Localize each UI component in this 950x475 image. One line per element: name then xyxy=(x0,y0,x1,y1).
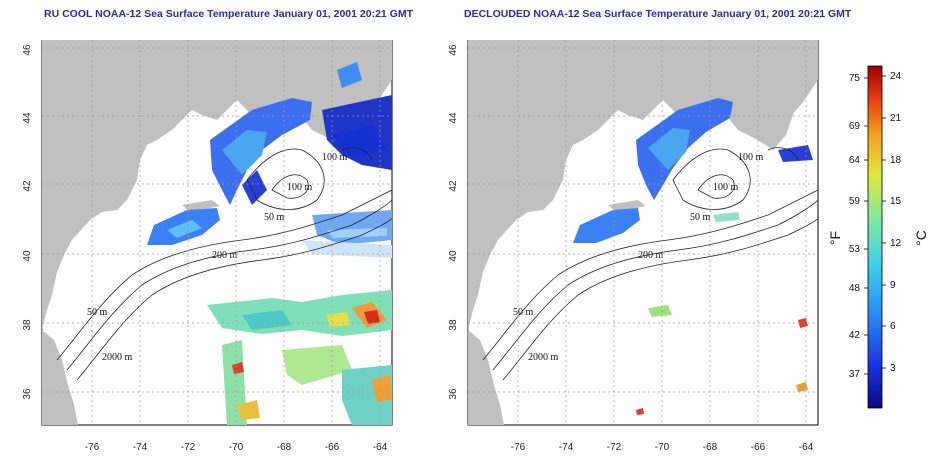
sst-slope-water xyxy=(207,290,392,336)
sst-scattered xyxy=(636,145,813,415)
contour-label-50m-coast: 50 m xyxy=(87,307,108,318)
land-nova-scotia xyxy=(743,40,818,122)
contour-label-200m: 200 m xyxy=(212,250,238,261)
lat-tick: 36 xyxy=(448,388,459,400)
lat-tick: 44 xyxy=(22,112,33,124)
grid-lines xyxy=(468,40,818,425)
lat-tick: 42 xyxy=(448,180,459,192)
lon-tick: -64 xyxy=(373,442,388,453)
lon-tick: -68 xyxy=(277,442,292,453)
sst-gulf-stream-south xyxy=(222,340,392,425)
lat-tick: 38 xyxy=(22,319,33,331)
fahrenheit-axis-label: °F xyxy=(827,231,843,245)
lon-tick: -68 xyxy=(703,442,718,453)
celsius-tick: 12 xyxy=(890,238,902,249)
lon-tick: -72 xyxy=(181,442,196,453)
lon-tick: -76 xyxy=(511,442,526,453)
lon-tick: -74 xyxy=(133,442,148,453)
lon-tick: -72 xyxy=(607,442,622,453)
contour-label-50m-shelf: 50 m xyxy=(690,212,711,223)
sst-gulf-of-maine xyxy=(210,98,312,205)
sst-northeast-band xyxy=(322,62,392,170)
contour-label-200m: 200 m xyxy=(638,250,664,261)
celsius-axis-label: °C xyxy=(913,230,929,246)
left-sst-map: 100 m 100 m 50 m 200 m 50 m 2000 m -76 -… xyxy=(22,40,393,453)
lon-tick: -66 xyxy=(751,442,766,453)
celsius-tick: 21 xyxy=(890,113,902,124)
lat-tick: 40 xyxy=(22,250,33,262)
fahrenheit-tick: 42 xyxy=(849,330,861,341)
celsius-tick: 6 xyxy=(890,321,896,332)
fahrenheit-tick: 37 xyxy=(849,369,861,380)
lon-tick: -66 xyxy=(325,442,340,453)
grid-lines xyxy=(42,40,392,425)
celsius-tick: 9 xyxy=(890,280,896,291)
contour-label-2000m: 2000 m xyxy=(528,352,559,363)
celsius-tick: 18 xyxy=(890,155,902,166)
sst-long-island-sound xyxy=(573,208,640,243)
land-south xyxy=(42,330,78,425)
contour-label-50m-coast: 50 m xyxy=(513,307,534,318)
land-long-island xyxy=(608,200,646,212)
contour-label-100m: 100 m xyxy=(713,182,739,193)
lat-tick: 46 xyxy=(22,44,33,56)
lat-tick: 42 xyxy=(22,180,33,192)
colorbar-gradient xyxy=(867,65,883,409)
contour-label-100m: 100 m xyxy=(287,182,313,193)
lat-tick: 36 xyxy=(22,388,33,400)
celsius-tick: 15 xyxy=(890,196,902,207)
fahrenheit-tick: 69 xyxy=(849,121,861,132)
colorbar-ticks xyxy=(864,75,886,375)
lat-tick: 38 xyxy=(448,319,459,331)
lat-tick: 40 xyxy=(448,250,459,262)
lat-tick: 46 xyxy=(448,44,459,56)
fahrenheit-tick: 64 xyxy=(849,155,861,166)
fahrenheit-tick: 59 xyxy=(849,196,861,207)
sst-long-island-sound xyxy=(147,208,220,245)
right-panel-title: DECLOUDED NOAA-12 Sea Surface Temperatur… xyxy=(464,8,852,20)
land-south xyxy=(468,330,504,425)
right-sst-map: 100 m 100 m 50 m 200 m 50 m 2000 m -76 -… xyxy=(448,40,819,453)
fahrenheit-tick: 75 xyxy=(849,73,861,84)
contour-label-50m-shelf: 50 m xyxy=(264,212,285,223)
celsius-tick: 3 xyxy=(890,363,896,374)
fahrenheit-tick: 53 xyxy=(849,244,861,255)
sst-gulf-of-maine xyxy=(636,98,733,200)
sst-shelf-stripes xyxy=(302,210,392,258)
lat-tick: 44 xyxy=(448,112,459,124)
land-long-island xyxy=(182,200,220,212)
fahrenheit-tick: 48 xyxy=(849,283,861,294)
lon-tick: -76 xyxy=(85,442,100,453)
contour-label-2000m: 2000 m xyxy=(102,352,133,363)
left-panel-title: RU COOL NOAA-12 Sea Surface Temperature … xyxy=(44,8,414,20)
contour-label-100m-north: 100 m xyxy=(322,152,348,163)
contour-label-100m-north: 100 m xyxy=(738,152,764,163)
lon-tick: -64 xyxy=(799,442,814,453)
temperature-colorbar: 75 69 64 59 53 48 42 37 24 21 18 15 12 9… xyxy=(827,65,929,409)
lon-tick: -70 xyxy=(229,442,244,453)
lon-tick: -70 xyxy=(655,442,670,453)
celsius-tick: 24 xyxy=(890,71,902,82)
lon-tick: -74 xyxy=(559,442,574,453)
